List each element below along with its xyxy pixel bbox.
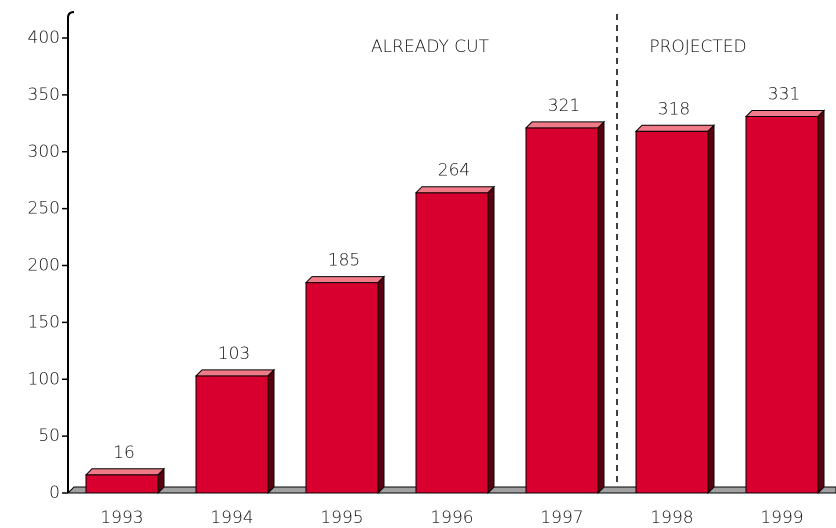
x-tick-label: 1994 <box>210 508 253 528</box>
annotation: ALREADY CUT <box>371 37 490 57</box>
bar-side <box>707 124 715 495</box>
bar-top <box>84 468 166 476</box>
bar-top <box>634 124 716 132</box>
bar <box>195 375 269 494</box>
x-tick-label: 1997 <box>540 508 583 528</box>
bar-side <box>817 109 825 495</box>
bar-top <box>524 121 606 129</box>
y-tick-label: 350 <box>28 85 60 105</box>
bar <box>305 282 379 494</box>
y-tick-label: 400 <box>28 28 60 48</box>
value-label: 103 <box>218 344 250 364</box>
value-label: 318 <box>658 99 690 119</box>
y-tick-label: 100 <box>28 369 60 389</box>
value-label: 331 <box>768 84 800 104</box>
y-tick-label: 200 <box>28 256 60 276</box>
bar <box>415 192 489 494</box>
x-tick-label: 1993 <box>100 508 143 528</box>
bar-side <box>157 467 165 495</box>
value-label: 264 <box>438 161 470 181</box>
value-label: 185 <box>328 251 360 271</box>
bar-top <box>304 276 386 284</box>
bar-side <box>597 120 605 495</box>
x-tick-label: 1998 <box>650 508 693 528</box>
bar <box>85 474 159 494</box>
bar-side <box>267 368 275 495</box>
bar-top <box>414 186 496 194</box>
bar <box>525 127 599 494</box>
y-tick-label: 250 <box>28 199 60 219</box>
x-tick-label: 1996 <box>430 508 473 528</box>
value-label: 16 <box>113 443 135 463</box>
bar-top <box>744 109 826 117</box>
bar <box>635 130 709 494</box>
bar-side <box>487 185 495 495</box>
bar <box>745 115 819 494</box>
annotation: PROJECTED <box>649 37 746 57</box>
x-tick-label: 1999 <box>760 508 803 528</box>
x-tick-label: 1995 <box>320 508 363 528</box>
y-tick-label: 150 <box>28 312 60 332</box>
y-axis <box>67 11 75 493</box>
bar-top <box>194 369 276 377</box>
y-tick-label: 300 <box>28 142 60 162</box>
value-label: 321 <box>548 96 580 116</box>
y-tick-label: 0 <box>49 483 60 503</box>
y-tick-label: 50 <box>38 426 60 446</box>
bar-side <box>377 275 385 495</box>
